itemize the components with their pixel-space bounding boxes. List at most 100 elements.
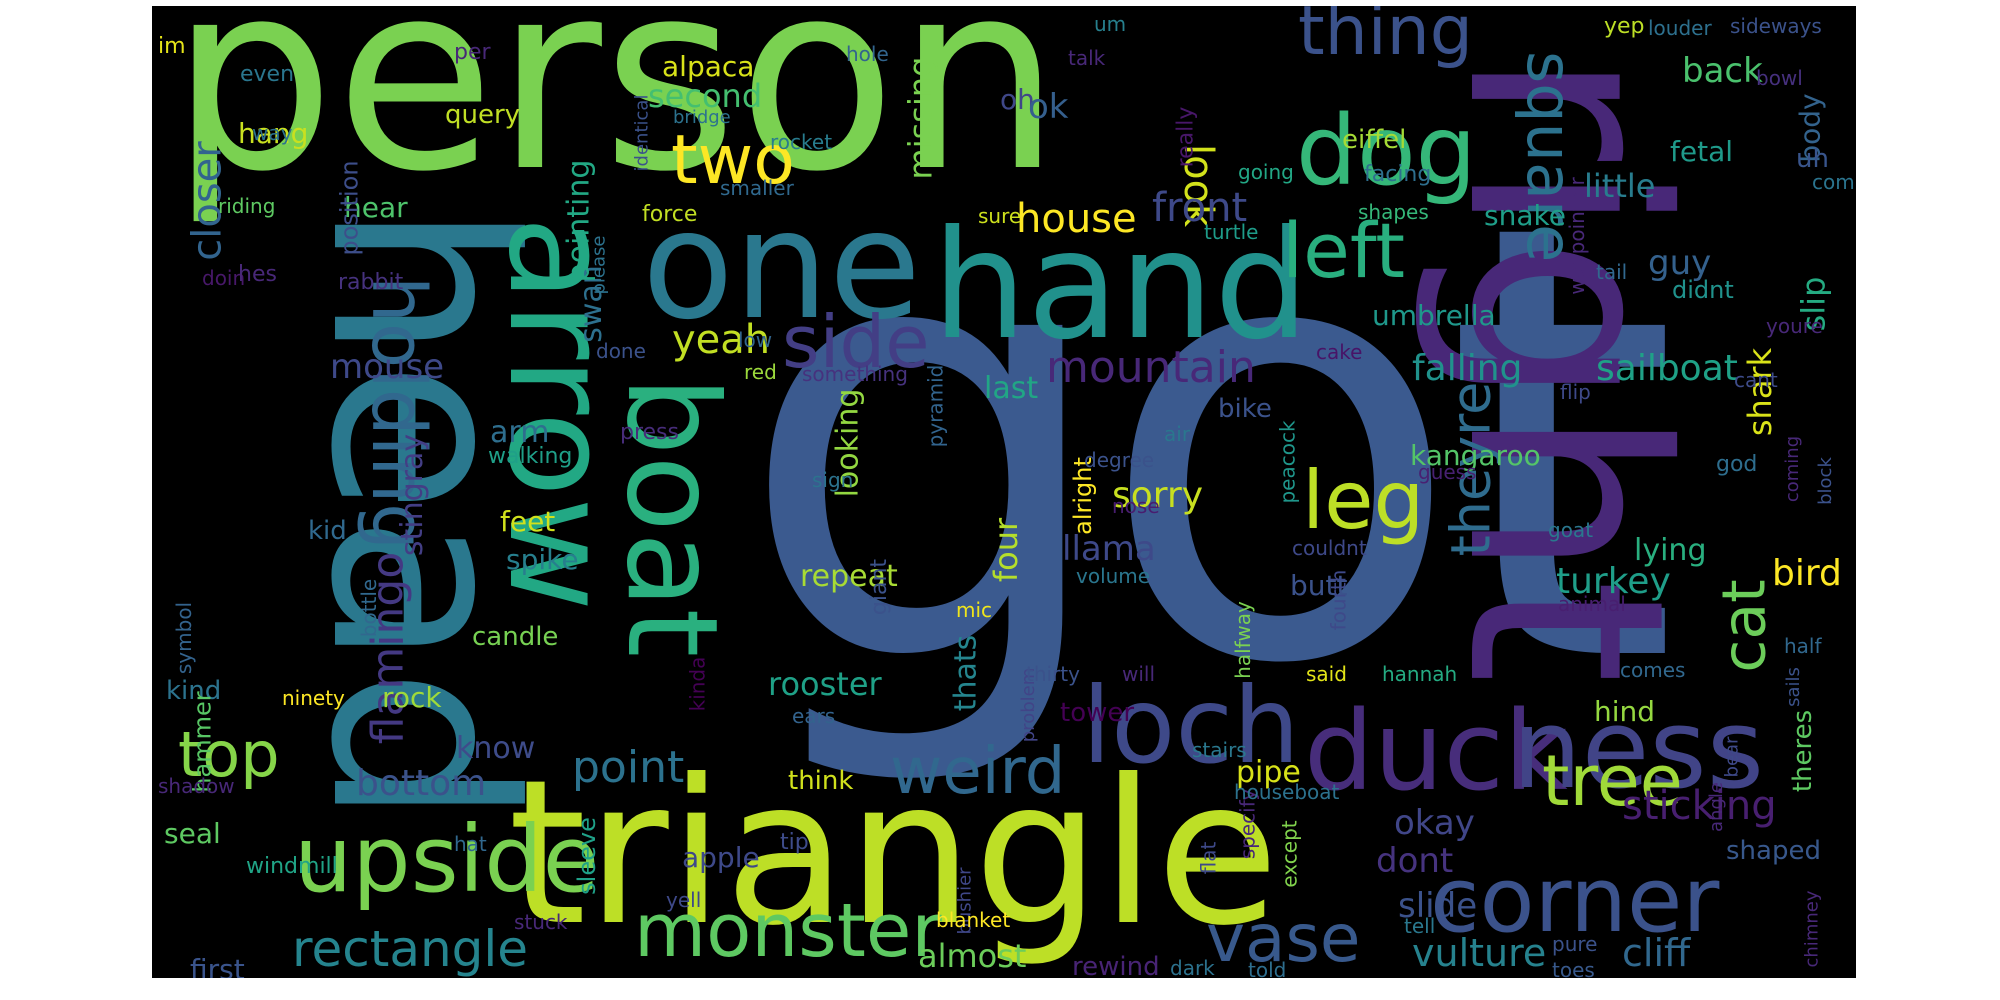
word-um: um — [1094, 12, 1127, 36]
word-couldnt: couldnt — [1292, 536, 1367, 560]
word-comb: comb — [1812, 170, 1856, 194]
word-lying: lying — [1634, 533, 1707, 568]
word-ness: ness — [1512, 685, 1765, 813]
word-alpaca: alpaca — [662, 50, 755, 83]
word-chimney: chimney — [1801, 890, 1823, 968]
word-thirty: thirty — [1026, 662, 1080, 686]
word-sideways: sideways — [1730, 14, 1822, 38]
word-guy: guy — [1648, 243, 1712, 283]
word-identical: identical — [631, 94, 653, 172]
word-bike: bike — [1218, 394, 1272, 424]
word-know: know — [456, 731, 536, 766]
word-force: force — [642, 202, 698, 227]
word-sticking: sticking — [1622, 783, 1777, 829]
word-upside: upside — [294, 806, 600, 913]
word-peacock: peacock — [1275, 420, 1300, 504]
word-fetal: fetal — [1670, 135, 1733, 168]
word-yep: yep — [1604, 14, 1645, 39]
word-uh: uh — [1796, 144, 1829, 174]
word-top: top — [178, 718, 280, 791]
word-windmill: windmill — [246, 854, 338, 879]
word-dont: dont — [1376, 841, 1454, 881]
word-bear: bear — [1721, 736, 1743, 778]
word-mountain: mountain — [1046, 342, 1256, 393]
word-arm: arm — [490, 415, 550, 450]
word-front: front — [1152, 185, 1248, 231]
word-tree: tree — [1542, 740, 1683, 822]
word-pyramid: pyramid — [923, 364, 948, 448]
word-block: block — [1814, 457, 1836, 505]
word-angle: angle — [1705, 782, 1727, 832]
word-turtle: turtle — [1204, 220, 1259, 244]
word-waypointier: waypointier — [1564, 177, 1589, 295]
word-smaller: smaller — [720, 176, 794, 200]
word-volume: volume — [1076, 564, 1151, 588]
word-bird: bird — [1772, 553, 1842, 594]
word-butt: butt — [1290, 569, 1348, 602]
word-pipe: pipe — [1236, 755, 1301, 790]
word-bowl: bowl — [1756, 66, 1803, 90]
word-sailboat: sailboat — [1596, 348, 1738, 389]
word-guess: guess — [1418, 460, 1477, 484]
word-mic: mic — [956, 598, 993, 622]
word-kangaroo: kangaroo — [1410, 439, 1541, 472]
word-left: left — [1282, 206, 1406, 295]
word-hat: hat — [454, 832, 487, 856]
word-slide: slide — [1398, 886, 1478, 926]
word-giant: giant — [867, 558, 893, 616]
word-yeah: yeah — [672, 317, 771, 363]
word-goat: goat — [1548, 518, 1594, 542]
word-stuck: stuck — [514, 910, 568, 934]
word-coming: coming — [1782, 435, 1804, 503]
word-rectangle: rectangle — [292, 920, 529, 978]
word-mouse: mouse — [330, 347, 445, 387]
word-little: little — [1584, 167, 1656, 205]
word-kid: kid — [308, 516, 347, 546]
word-youre: youre — [1766, 314, 1823, 338]
word-hear: hear — [344, 191, 408, 224]
word-ninety: ninety — [282, 686, 345, 710]
word-vase: vase — [1206, 900, 1361, 977]
word-degree: degree — [1084, 448, 1155, 472]
word-comes: comes — [1620, 658, 1686, 682]
word-hind: hind — [1594, 695, 1656, 728]
word-tower: tower — [1060, 698, 1135, 728]
word-cake: cake — [1316, 340, 1363, 364]
word-rocket: rocket — [770, 130, 833, 154]
word-query: query — [445, 100, 521, 130]
word-feet: feet — [500, 505, 556, 538]
word-ok: ok — [1028, 87, 1069, 127]
word-candle: candle — [472, 622, 559, 652]
word-tell: tell — [1404, 914, 1436, 938]
word-bottom: bottom — [356, 763, 487, 804]
word-last: last — [984, 371, 1039, 406]
word-really: really — [1173, 106, 1199, 168]
word-kinda: kinda — [685, 656, 710, 712]
word-umbrella: umbrella — [1372, 299, 1496, 332]
word-even: even — [240, 62, 295, 87]
word-talk: talk — [1068, 46, 1106, 70]
word-weird: weird — [890, 735, 1066, 809]
word-cloud: got person right head triangle hand one … — [152, 6, 1856, 978]
word-flat: flat — [1196, 841, 1221, 875]
word-ears: ears — [792, 704, 836, 728]
word-blanket: blanket — [936, 908, 1011, 932]
word-almost: almost — [918, 937, 1027, 975]
word-side: side — [782, 300, 930, 384]
word-bottle: bottle — [357, 578, 382, 638]
word-will: will — [1122, 662, 1156, 686]
word-apple: apple — [682, 841, 760, 874]
word-hes: hes — [238, 262, 277, 287]
word-loch: loch — [1082, 665, 1300, 787]
word-hang: hang — [238, 117, 309, 150]
word-first: first — [190, 953, 245, 979]
word-doin: doin — [202, 266, 246, 290]
word-symbol: symbol — [172, 601, 197, 675]
word-facing: facing — [1364, 162, 1432, 187]
word-sleeve: sleeve — [572, 817, 601, 895]
word-said: said — [1306, 662, 1347, 686]
word-thing: thing — [1298, 6, 1473, 71]
word-llama: llama — [1062, 529, 1156, 569]
word-walking: walking — [488, 444, 573, 469]
word-duck: duck — [1304, 687, 1568, 815]
